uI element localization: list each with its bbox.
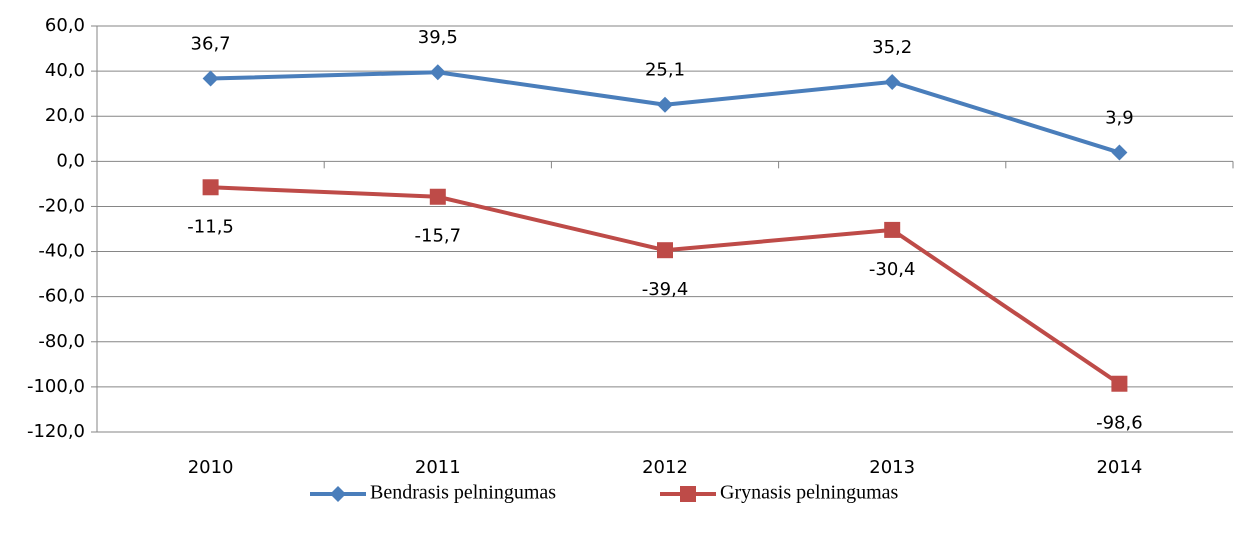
data-label: 25,1 <box>645 60 685 81</box>
data-label: -11,5 <box>187 216 234 237</box>
marker <box>680 486 696 502</box>
marker <box>657 96 673 113</box>
data-label: -39,4 <box>642 279 689 300</box>
marker <box>1111 375 1128 392</box>
y-tick-label: -20,0 <box>38 195 85 216</box>
marker <box>884 221 901 238</box>
marker <box>202 179 219 196</box>
marker <box>884 73 901 90</box>
y-tick-label: 40,0 <box>45 60 85 81</box>
y-tick-label: -80,0 <box>38 331 85 352</box>
y-tick-label: -120,0 <box>27 421 85 442</box>
marker <box>429 64 446 81</box>
y-tick-label: 20,0 <box>45 105 85 126</box>
marker <box>330 486 346 502</box>
marker <box>429 188 446 205</box>
x-tick-label: 2011 <box>415 457 461 478</box>
data-label: -30,4 <box>869 259 916 280</box>
x-tick-label: 2012 <box>642 457 688 478</box>
y-tick-label: 0,0 <box>56 150 85 171</box>
data-label: 36,7 <box>191 34 231 55</box>
data-label: -98,6 <box>1096 413 1143 434</box>
legend-label: Bendrasis pelningumas <box>370 482 556 504</box>
y-tick-label: -40,0 <box>38 241 85 262</box>
marker <box>1111 144 1128 161</box>
data-label: 3,9 <box>1105 108 1134 129</box>
x-tick-label: 2014 <box>1096 457 1142 478</box>
legend-label: Grynasis pelningumas <box>720 482 899 504</box>
x-tick-label: 2013 <box>869 457 915 478</box>
marker <box>202 70 219 87</box>
y-tick-label: 60,0 <box>45 15 85 36</box>
y-tick-label: -100,0 <box>27 376 85 397</box>
data-label: 39,5 <box>418 27 458 48</box>
y-tick-label: -60,0 <box>38 286 85 307</box>
marker <box>657 242 673 259</box>
data-label: -15,7 <box>415 226 462 247</box>
x-tick-label: 2010 <box>188 457 234 478</box>
data-label: 35,2 <box>872 37 912 58</box>
